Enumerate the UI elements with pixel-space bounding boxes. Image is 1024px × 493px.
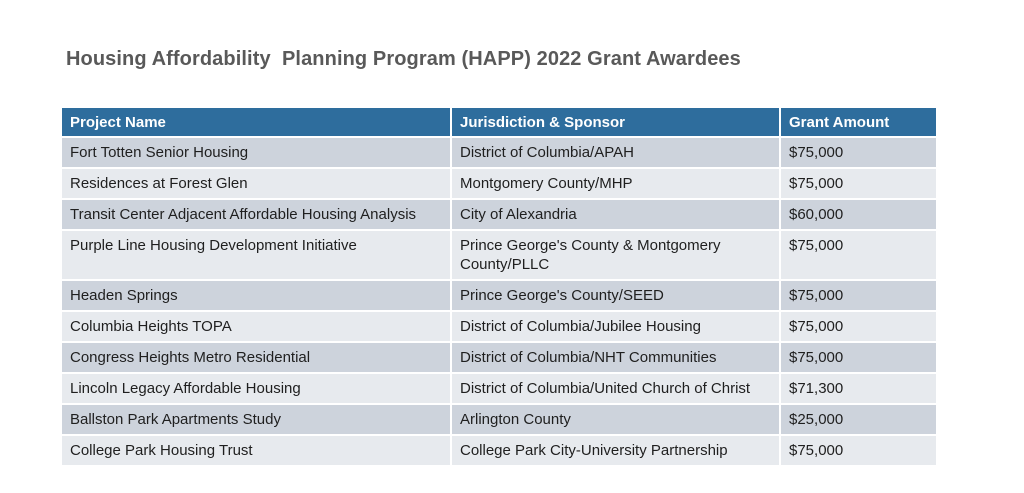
cell-grant-amount: $75,000 — [779, 434, 938, 467]
cell-jurisdiction-sponsor: District of Columbia/NHT Communities — [450, 341, 781, 374]
cell-project-name: Purple Line Housing Development Initiati… — [60, 229, 452, 281]
cell-grant-amount: $75,000 — [779, 279, 938, 312]
table-row: Transit Center Adjacent Affordable Housi… — [60, 198, 938, 231]
table-row: Purple Line Housing Development Initiati… — [60, 229, 938, 281]
cell-jurisdiction-sponsor: District of Columbia/APAH — [450, 136, 781, 169]
table-row: Congress Heights Metro Residential Distr… — [60, 341, 938, 374]
cell-grant-amount: $75,000 — [779, 229, 938, 281]
cell-project-name: Lincoln Legacy Affordable Housing — [60, 372, 452, 405]
cell-grant-amount: $75,000 — [779, 167, 938, 200]
page-title: Housing Affordability Planning Program (… — [66, 48, 741, 70]
table-row: College Park Housing Trust College Park … — [60, 434, 938, 467]
cell-project-name: Residences at Forest Glen — [60, 167, 452, 200]
table-row: Columbia Heights TOPA District of Columb… — [60, 310, 938, 343]
cell-jurisdiction-sponsor: District of Columbia/United Church of Ch… — [450, 372, 781, 405]
cell-project-name: Congress Heights Metro Residential — [60, 341, 452, 374]
table-header-row: Project Name Jurisdiction & Sponsor Gran… — [60, 106, 938, 138]
table-row: Residences at Forest Glen Montgomery Cou… — [60, 167, 938, 200]
cell-project-name: Headen Springs — [60, 279, 452, 312]
cell-project-name: Ballston Park Apartments Study — [60, 403, 452, 436]
cell-grant-amount: $75,000 — [779, 341, 938, 374]
cell-grant-amount: $75,000 — [779, 136, 938, 169]
cell-grant-amount: $75,000 — [779, 310, 938, 343]
column-header-jurisdiction-sponsor: Jurisdiction & Sponsor — [450, 106, 781, 138]
cell-grant-amount: $25,000 — [779, 403, 938, 436]
cell-jurisdiction-sponsor: Prince George's County/SEED — [450, 279, 781, 312]
table-row: Ballston Park Apartments Study Arlington… — [60, 403, 938, 436]
cell-grant-amount: $71,300 — [779, 372, 938, 405]
cell-project-name: Columbia Heights TOPA — [60, 310, 452, 343]
table-row: Headen Springs Prince George's County/SE… — [60, 279, 938, 312]
table-row: Fort Totten Senior Housing District of C… — [60, 136, 938, 169]
cell-jurisdiction-sponsor: Montgomery County/MHP — [450, 167, 781, 200]
grants-table: Project Name Jurisdiction & Sponsor Gran… — [60, 106, 938, 467]
cell-project-name: Transit Center Adjacent Affordable Housi… — [60, 198, 452, 231]
cell-jurisdiction-sponsor: Prince George's County & Montgomery Coun… — [450, 229, 781, 281]
cell-jurisdiction-sponsor: College Park City-University Partnership — [450, 434, 781, 467]
table-row: Lincoln Legacy Affordable Housing Distri… — [60, 372, 938, 405]
cell-grant-amount: $60,000 — [779, 198, 938, 231]
column-header-project-name: Project Name — [60, 106, 452, 138]
cell-project-name: College Park Housing Trust — [60, 434, 452, 467]
cell-jurisdiction-sponsor: District of Columbia/Jubilee Housing — [450, 310, 781, 343]
cell-jurisdiction-sponsor: City of Alexandria — [450, 198, 781, 231]
grants-table-container: Project Name Jurisdiction & Sponsor Gran… — [60, 106, 938, 467]
cell-project-name: Fort Totten Senior Housing — [60, 136, 452, 169]
column-header-grant-amount: Grant Amount — [779, 106, 938, 138]
cell-jurisdiction-sponsor: Arlington County — [450, 403, 781, 436]
